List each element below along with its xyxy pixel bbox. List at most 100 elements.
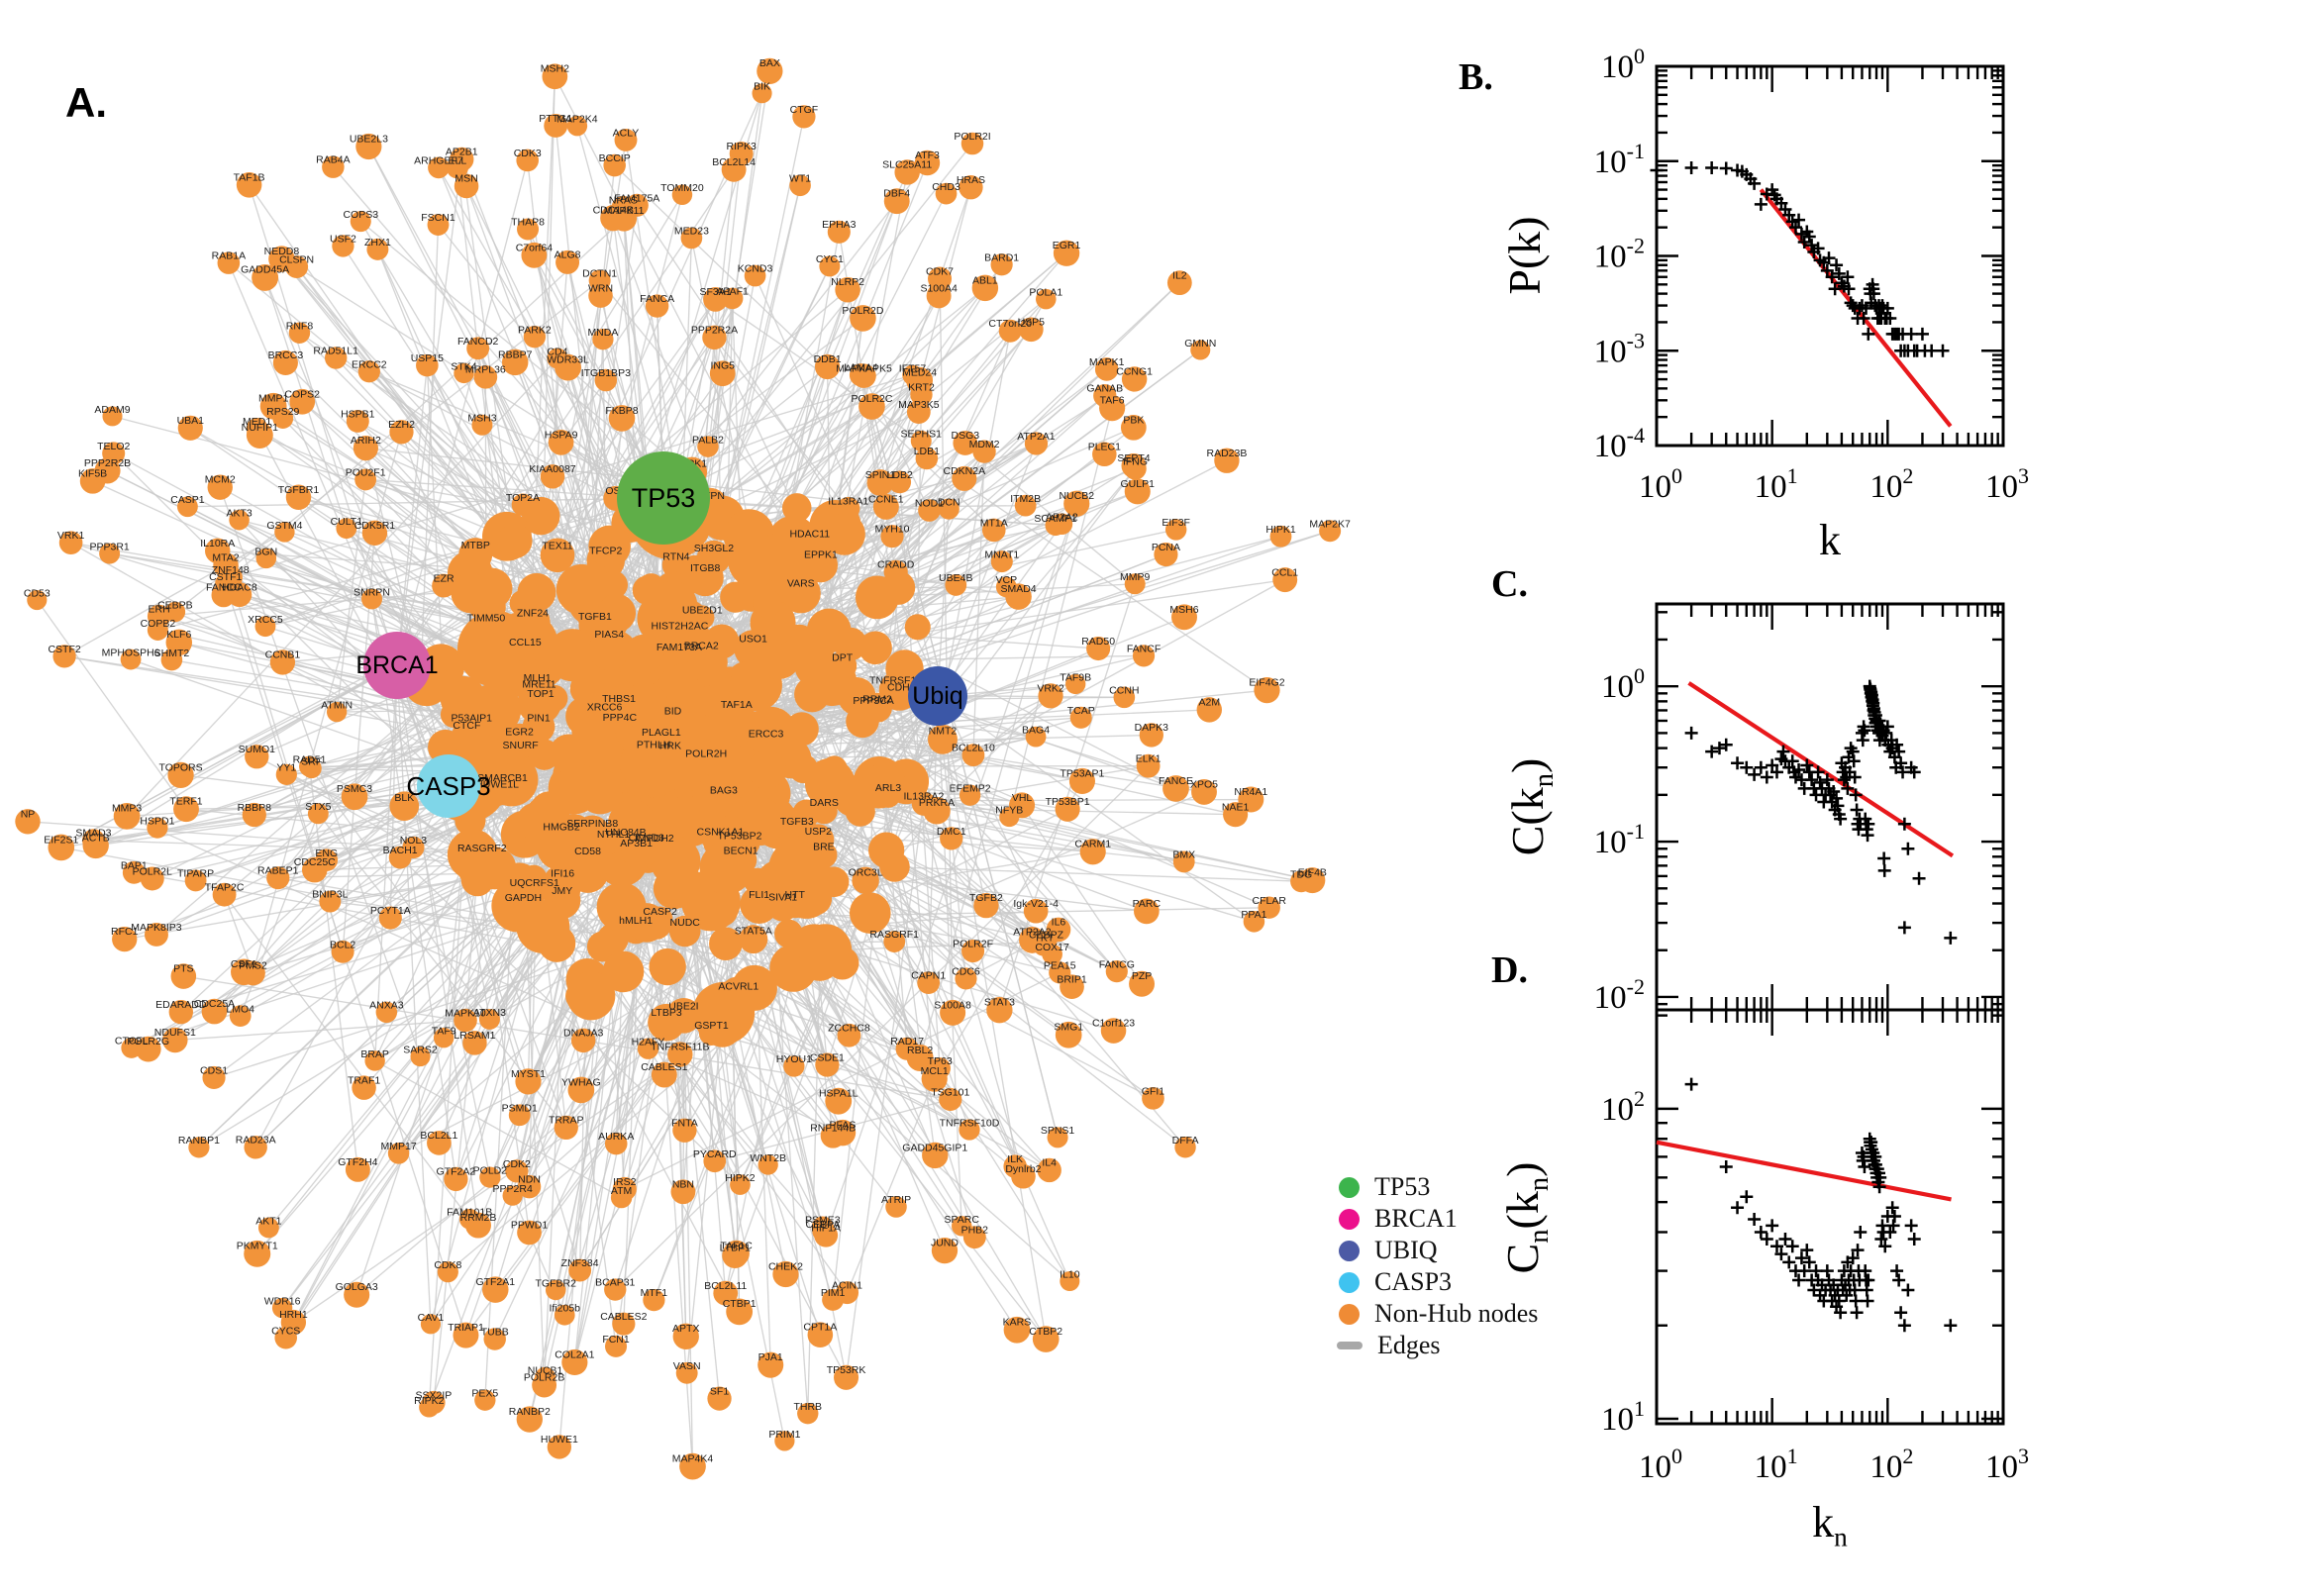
svg-text:CDC25C: CDC25C xyxy=(294,856,336,868)
svg-text:JUND: JUND xyxy=(931,1238,959,1249)
svg-text:BRIP1: BRIP1 xyxy=(1057,973,1087,985)
svg-text:HSPB1: HSPB1 xyxy=(341,408,375,420)
svg-text:MAPK10: MAPK10 xyxy=(445,1007,486,1019)
svg-text:MYH10: MYH10 xyxy=(875,524,910,536)
svg-text:SEPT4: SEPT4 xyxy=(1117,452,1150,464)
svg-text:ELL: ELL xyxy=(449,154,467,166)
svg-text:CDK5R1: CDK5R1 xyxy=(354,520,396,532)
svg-text:PJA1: PJA1 xyxy=(758,1351,783,1363)
protein-network-graph: TP53RK KIAA0087 THAP8 CDC14B DSG3 NTHL1 SNURF C… xyxy=(15,57,1351,1480)
svg-text:UQCRFS1: UQCRFS1 xyxy=(510,877,559,889)
svg-text:USP2: USP2 xyxy=(805,826,833,838)
svg-text:RASGRF1: RASGRF1 xyxy=(869,929,919,941)
svg-text:10-1: 10-1 xyxy=(1594,139,1645,180)
svg-text:TAF9: TAF9 xyxy=(432,1026,456,1038)
svg-text:PHB2: PHB2 xyxy=(961,1225,989,1237)
svg-text:EZR: EZR xyxy=(434,572,454,584)
svg-text:MED24: MED24 xyxy=(902,367,937,379)
svg-text:MCM2: MCM2 xyxy=(205,474,236,486)
svg-text:NOD1: NOD1 xyxy=(915,498,944,510)
svg-text:TP63: TP63 xyxy=(928,1055,953,1067)
svg-text:MTBP: MTBP xyxy=(461,540,490,551)
svg-text:ATM: ATM xyxy=(611,1185,632,1197)
svg-text:BGN: BGN xyxy=(254,546,277,557)
axis-ticks-C xyxy=(1655,604,2005,1010)
svg-text:CYCS: CYCS xyxy=(271,1325,300,1337)
svg-text:STK4: STK4 xyxy=(451,360,476,372)
svg-text:LTBP3: LTBP3 xyxy=(651,1007,681,1019)
svg-text:HDAC11: HDAC11 xyxy=(789,529,830,541)
svg-text:NUCB2: NUCB2 xyxy=(1059,490,1094,502)
svg-text:COX17: COX17 xyxy=(1035,942,1069,953)
svg-text:MAP2K4: MAP2K4 xyxy=(556,114,598,126)
svg-text:WRN: WRN xyxy=(588,282,613,294)
svg-text:RIPK3: RIPK3 xyxy=(726,141,757,152)
svg-text:AKT3: AKT3 xyxy=(226,508,252,520)
svg-text:KIF5B: KIF5B xyxy=(78,467,107,479)
svg-text:KIAA0087: KIAA0087 xyxy=(529,463,575,475)
svg-text:ITGB1BP3: ITGB1BP3 xyxy=(581,367,631,379)
svg-text:PALB2: PALB2 xyxy=(692,434,724,446)
svg-text:103: 103 xyxy=(1985,1444,2029,1485)
legend-item-ubiq: UBIQ xyxy=(1339,1235,1538,1266)
svg-text:ACVRL1: ACVRL1 xyxy=(718,981,758,993)
svg-text:EPPK1: EPPK1 xyxy=(804,549,838,561)
svg-text:ARL3: ARL3 xyxy=(875,782,901,794)
svg-text:FKBP8: FKBP8 xyxy=(605,405,638,417)
svg-text:COPS3: COPS3 xyxy=(343,209,378,221)
svg-text:SMG1: SMG1 xyxy=(1054,1022,1083,1034)
svg-text:POLR2H: POLR2H xyxy=(685,748,727,759)
panel-c-label: C. xyxy=(1491,563,1528,605)
svg-text:CDK8: CDK8 xyxy=(434,1259,461,1271)
svg-text:MMP9: MMP9 xyxy=(1120,571,1150,583)
svg-text:PKMYT1: PKMYT1 xyxy=(237,1241,278,1252)
svg-text:TSG101: TSG101 xyxy=(931,1086,969,1098)
svg-text:CAV1: CAV1 xyxy=(418,1312,445,1324)
svg-text:CDKN2A: CDKN2A xyxy=(943,465,985,477)
svg-text:GSTM4: GSTM4 xyxy=(266,520,302,532)
svg-text:NRAS: NRAS xyxy=(609,195,638,207)
svg-text:RANBP1: RANBP1 xyxy=(178,1135,220,1147)
svg-text:BRE: BRE xyxy=(813,842,835,853)
svg-text:CDK7: CDK7 xyxy=(926,265,954,277)
svg-text:BCL2L10: BCL2L10 xyxy=(952,743,995,754)
svg-text:Cn(kn): Cn(kn) xyxy=(1497,1162,1555,1274)
svg-text:TOPORS: TOPORS xyxy=(158,761,202,773)
svg-text:CFLAR: CFLAR xyxy=(1252,895,1286,907)
svg-text:CSF1: CSF1 xyxy=(231,958,257,970)
svg-text:FANCG: FANCG xyxy=(1099,958,1135,970)
svg-text:VARS: VARS xyxy=(787,577,815,589)
svg-text:USP5: USP5 xyxy=(1018,316,1046,328)
svg-text:IL13RA2: IL13RA2 xyxy=(904,790,945,802)
panel-b-label: B. xyxy=(1459,56,1493,98)
svg-text:IMPDH2: IMPDH2 xyxy=(635,833,674,845)
svg-text:MAP4K4: MAP4K4 xyxy=(672,1452,714,1464)
svg-text:SEPHS1: SEPHS1 xyxy=(901,429,943,441)
node-swatch-icon xyxy=(1339,1208,1360,1230)
svg-text:WDR16: WDR16 xyxy=(264,1296,301,1308)
svg-text:BCL2L11: BCL2L11 xyxy=(704,1280,747,1292)
svg-text:KLF6: KLF6 xyxy=(166,629,191,641)
svg-text:MSH2: MSH2 xyxy=(541,63,569,75)
svg-text:NDN: NDN xyxy=(518,1174,541,1186)
svg-text:PTHLH: PTHLH xyxy=(637,740,670,751)
svg-text:TFCP2: TFCP2 xyxy=(589,545,622,556)
svg-text:S100A8: S100A8 xyxy=(934,999,971,1011)
svg-text:POLR2F: POLR2F xyxy=(953,939,993,950)
svg-text:RTN4: RTN4 xyxy=(662,551,689,563)
svg-text:BAP1: BAP1 xyxy=(121,859,148,871)
svg-text:SPNS1: SPNS1 xyxy=(1041,1125,1075,1137)
svg-text:SMARCB1: SMARCB1 xyxy=(477,772,528,784)
svg-text:UBE2L3: UBE2L3 xyxy=(350,133,388,145)
svg-text:TIMM50: TIMM50 xyxy=(467,612,506,624)
svg-text:XPO5: XPO5 xyxy=(1190,778,1218,790)
svg-text:HTT: HTT xyxy=(785,889,806,901)
svg-text:MAPK1: MAPK1 xyxy=(1089,356,1125,368)
svg-text:RASGRF2: RASGRF2 xyxy=(457,843,507,854)
svg-text:CSTF2: CSTF2 xyxy=(48,644,80,655)
svg-text:MTA2: MTA2 xyxy=(212,552,239,564)
svg-text:10-3: 10-3 xyxy=(1594,328,1645,369)
svg-text:RRM2B: RRM2B xyxy=(460,1212,497,1224)
svg-text:ERH: ERH xyxy=(149,603,170,615)
